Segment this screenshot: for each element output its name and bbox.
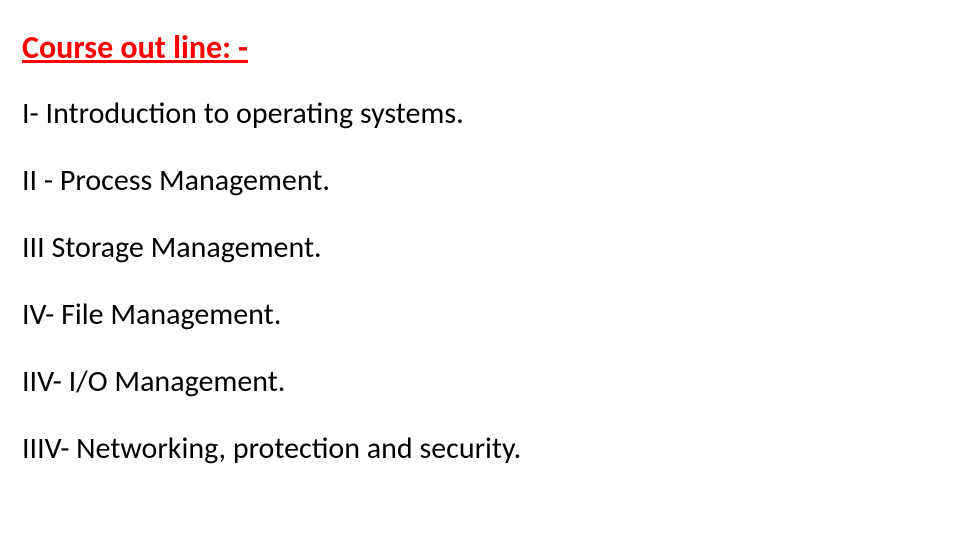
outline-item: IIIV- Networking, protection and securit…	[22, 430, 938, 467]
slide: Course out line: - I- Introduction to op…	[0, 0, 960, 540]
outline-item: IIV- I/O Management.	[22, 363, 938, 400]
outline-item: II - Process Management.	[22, 162, 938, 199]
outline-item: I- Introduction to operating systems.	[22, 95, 938, 132]
outline-item: IV- File Management.	[22, 296, 938, 333]
course-outline-heading: Course out line: -	[22, 28, 938, 67]
outline-item: III Storage Management.	[22, 229, 938, 266]
